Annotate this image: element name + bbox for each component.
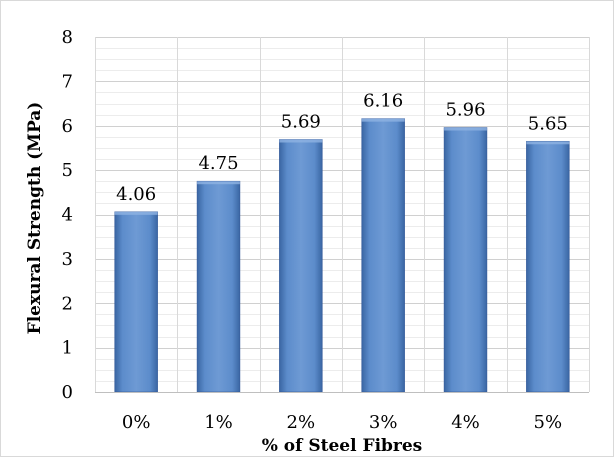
bar [361,118,405,393]
y-tick-label: 6 [62,116,73,137]
bar-highlight [197,181,240,185]
bar-data-label: 6.16 [363,91,403,112]
bars [114,118,570,393]
x-tick-label: 5% [534,412,563,433]
bar-data-label: 5.96 [445,100,485,121]
y-tick-label: 0 [62,382,73,403]
y-tick-label: 4 [62,205,73,226]
y-tick-label: 7 [62,71,73,92]
bar [114,211,158,393]
bar-data-label: 5.65 [528,113,568,134]
bar [526,140,570,393]
data-labels: 4.06 4.75 5.69 6.16 5.96 5.65 [116,91,568,205]
y-tick-label: 2 [62,293,73,314]
y-axis-title: Flexural Strength (MPa) [25,102,45,335]
bar-data-label: 4.75 [198,153,238,174]
x-tick-label: 3% [369,412,398,433]
x-axis-ticks: 0% 1% 2% 3% 4% 5% [122,412,562,433]
bar [279,139,323,393]
y-axis-ticks: 0 1 2 3 4 5 6 7 8 [62,27,73,403]
y-tick-label: 8 [62,27,73,48]
bar-highlight [526,141,570,145]
x-tick-label: 0% [122,412,151,433]
bar-highlight [444,127,487,131]
y-tick-label: 3 [62,249,73,270]
bar-highlight [114,211,158,215]
y-tick-label: 5 [62,160,73,181]
bar [196,180,241,393]
bar-highlight [361,118,405,122]
x-tick-label: 4% [451,412,480,433]
gridlines [95,37,590,392]
bar [443,127,488,393]
bar-highlight [279,139,323,143]
x-tick-label: 1% [204,412,233,433]
bar-data-label: 4.06 [116,184,156,205]
y-tick-label: 1 [62,338,73,359]
x-axis-title: % of Steel Fibres [262,436,423,456]
bar-data-label: 5.69 [281,112,321,133]
x-tick-label: 2% [287,412,316,433]
